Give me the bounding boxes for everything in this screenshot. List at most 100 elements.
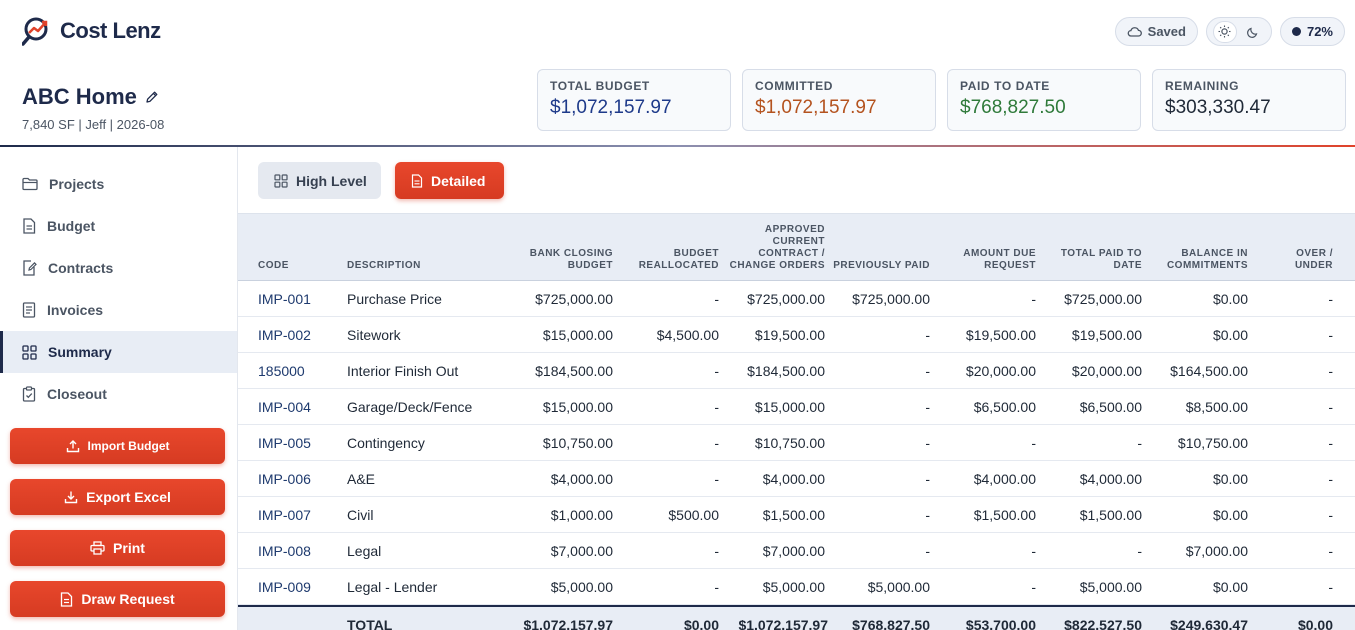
export-excel-button[interactable]: Export Excel bbox=[10, 479, 225, 515]
moon-icon[interactable] bbox=[1241, 21, 1265, 43]
row-total-paid: $6,500.00 bbox=[1079, 399, 1142, 415]
sidebar-item-projects[interactable]: Projects bbox=[0, 163, 237, 205]
pencil-icon[interactable] bbox=[145, 90, 159, 104]
row-code[interactable]: IMP-008 bbox=[258, 543, 311, 559]
invoice-icon bbox=[22, 302, 36, 318]
sidebar-item-closeout[interactable]: Closeout bbox=[0, 373, 237, 415]
column-header-approved-current[interactable]: APPROVED CURRENT CONTRACT / CHANGE ORDER… bbox=[729, 224, 825, 271]
row-code[interactable]: IMP-005 bbox=[258, 435, 311, 451]
total-previously-paid: $768,827.50 bbox=[852, 617, 930, 630]
column-header-over-under[interactable]: OVER / UNDER bbox=[1294, 248, 1333, 271]
sidebar-item-label: Invoices bbox=[47, 302, 104, 318]
card-value: $768,827.50 bbox=[960, 97, 1066, 118]
grid-icon bbox=[274, 173, 288, 188]
row-amount-due: - bbox=[1031, 543, 1036, 559]
export-excel-label: Export Excel bbox=[86, 489, 171, 505]
import-budget-button[interactable]: Import Budget bbox=[10, 428, 225, 464]
summary-cards: TOTAL BUDGET $1,072,157.97 COMMITTED $1,… bbox=[537, 69, 1346, 131]
row-over-under: - bbox=[1328, 399, 1333, 415]
printer-icon bbox=[90, 541, 105, 555]
row-budget-reallocated: - bbox=[714, 471, 719, 487]
row-bank-closing-budget: $1,000.00 bbox=[550, 507, 613, 523]
table-total-row: TOTAL $1,072,157.97 $0.00 $1,072,157.97 … bbox=[238, 605, 1355, 630]
card-label: COMMITTED bbox=[755, 79, 834, 93]
sidebar-item-contracts[interactable]: Contracts bbox=[0, 247, 237, 289]
total-label: TOTAL bbox=[347, 617, 393, 630]
print-button[interactable]: Print bbox=[10, 530, 225, 566]
card-value: $1,072,157.97 bbox=[755, 97, 877, 118]
column-header-balance[interactable]: BALANCE IN COMMITMENTS bbox=[1166, 248, 1248, 271]
save-status: Saved bbox=[1114, 17, 1198, 46]
row-approved-current: $1,500.00 bbox=[762, 507, 825, 523]
sidebar-item-budget[interactable]: Budget bbox=[0, 205, 237, 247]
row-budget-reallocated: - bbox=[714, 435, 719, 451]
row-balance: $0.00 bbox=[1212, 471, 1248, 487]
column-header-description[interactable]: DESCRIPTION bbox=[347, 260, 421, 271]
row-code[interactable]: IMP-006 bbox=[258, 471, 311, 487]
row-amount-due: $20,000.00 bbox=[965, 363, 1036, 379]
column-header-code[interactable]: CODE bbox=[258, 260, 289, 271]
column-header-bank-closing-budget[interactable]: BANK CLOSING BUDGET bbox=[529, 248, 613, 271]
table-row[interactable]: IMP-008 Legal $7,000.00 - $7,000.00 - - … bbox=[238, 533, 1355, 569]
card-committed: COMMITTED $1,072,157.97 bbox=[742, 69, 936, 131]
row-balance: $10,750.00 bbox=[1177, 435, 1248, 451]
row-approved-current: $4,000.00 bbox=[762, 471, 825, 487]
column-header-amount-due[interactable]: AMOUNT DUE REQUEST bbox=[963, 248, 1036, 271]
sun-icon[interactable] bbox=[1212, 20, 1237, 43]
row-code[interactable]: IMP-004 bbox=[258, 399, 311, 415]
row-budget-reallocated: - bbox=[714, 363, 719, 379]
detailed-label: Detailed bbox=[431, 172, 486, 189]
row-bank-closing-budget: $15,000.00 bbox=[542, 327, 613, 343]
header: Cost Lenz Saved 72% bbox=[0, 0, 1355, 146]
row-approved-current: $7,000.00 bbox=[762, 543, 825, 559]
table-row[interactable]: IMP-007 Civil $1,000.00 $500.00 $1,500.0… bbox=[238, 497, 1355, 533]
row-over-under: - bbox=[1328, 435, 1333, 451]
save-status-label: Saved bbox=[1147, 24, 1186, 39]
table-row[interactable]: IMP-006 A&E $4,000.00 - $4,000.00 - $4,0… bbox=[238, 461, 1355, 497]
sidebar-item-summary[interactable]: Summary bbox=[0, 331, 237, 373]
detailed-button[interactable]: Detailed bbox=[395, 162, 504, 199]
row-code[interactable]: IMP-007 bbox=[258, 507, 311, 523]
table-row[interactable]: IMP-009 Legal - Lender $5,000.00 - $5,00… bbox=[238, 569, 1355, 605]
row-total-paid: - bbox=[1137, 543, 1142, 559]
upload-icon bbox=[66, 439, 80, 453]
row-code[interactable]: IMP-001 bbox=[258, 291, 311, 307]
row-bank-closing-budget: $184,500.00 bbox=[535, 363, 613, 379]
row-amount-due: $1,500.00 bbox=[973, 507, 1036, 523]
row-description: Contingency bbox=[347, 435, 425, 451]
total-over-under: $0.00 bbox=[1297, 617, 1333, 630]
high-level-button[interactable]: High Level bbox=[258, 162, 381, 199]
column-header-budget-reallocated[interactable]: BUDGET REALLOCATED bbox=[638, 248, 719, 271]
total-total-paid: $822,527.50 bbox=[1064, 617, 1142, 630]
row-approved-current: $5,000.00 bbox=[762, 579, 825, 595]
row-code[interactable]: IMP-009 bbox=[258, 579, 311, 595]
project-info: ABC Home 7,840 SF | Jeff | 2026-08 bbox=[22, 84, 164, 132]
document-icon bbox=[22, 218, 36, 234]
row-bank-closing-budget: $725,000.00 bbox=[535, 291, 613, 307]
project-title-row: ABC Home bbox=[22, 84, 164, 110]
app-logo[interactable]: Cost Lenz bbox=[22, 16, 161, 46]
table-row[interactable]: 185000 Interior Finish Out $184,500.00 -… bbox=[238, 353, 1355, 389]
card-label: REMAINING bbox=[1165, 79, 1240, 93]
table-row[interactable]: IMP-005 Contingency $10,750.00 - $10,750… bbox=[238, 425, 1355, 461]
sidebar-item-invoices[interactable]: Invoices bbox=[0, 289, 237, 331]
row-amount-due: $6,500.00 bbox=[973, 399, 1036, 415]
table-row[interactable]: IMP-002 Sitework $15,000.00 $4,500.00 $1… bbox=[238, 317, 1355, 353]
row-previously-paid: - bbox=[925, 363, 930, 379]
sidebar-item-label: Projects bbox=[49, 176, 105, 192]
row-total-paid: $1,500.00 bbox=[1079, 507, 1142, 523]
row-balance: $0.00 bbox=[1212, 507, 1248, 523]
view-toggle: High Level Detailed bbox=[258, 162, 504, 199]
row-budget-reallocated: - bbox=[714, 579, 719, 595]
row-code[interactable]: 185000 bbox=[258, 363, 305, 379]
row-total-paid: - bbox=[1137, 435, 1142, 451]
column-header-previously-paid[interactable]: PREVIOUSLY PAID bbox=[833, 260, 930, 271]
table-row[interactable]: IMP-001 Purchase Price $725,000.00 - $72… bbox=[238, 281, 1355, 317]
column-header-total-paid[interactable]: TOTAL PAID TO DATE bbox=[1060, 248, 1142, 271]
row-code[interactable]: IMP-002 bbox=[258, 327, 311, 343]
draw-request-button[interactable]: Draw Request bbox=[10, 581, 225, 617]
table-row[interactable]: IMP-004 Garage/Deck/Fence $15,000.00 - $… bbox=[238, 389, 1355, 425]
row-description: Purchase Price bbox=[347, 291, 442, 307]
row-previously-paid: - bbox=[925, 399, 930, 415]
row-balance: $0.00 bbox=[1212, 579, 1248, 595]
